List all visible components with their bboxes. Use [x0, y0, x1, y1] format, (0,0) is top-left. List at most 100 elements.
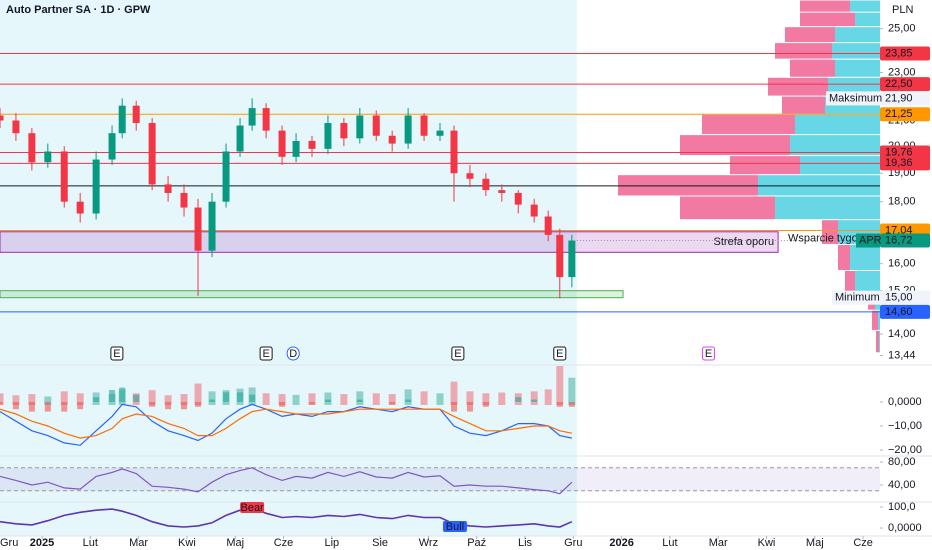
profile-up — [775, 196, 880, 220]
candle-body — [132, 105, 140, 124]
y-tick-label: 100,0 — [888, 501, 916, 513]
y-tick-label: 0,0000 — [888, 396, 922, 408]
profile-down — [872, 310, 878, 330]
x-tick-label: Lut — [662, 537, 677, 549]
price-label-box — [880, 91, 930, 106]
volume-bar — [324, 392, 332, 405]
x-tick-label: Cze — [274, 537, 294, 549]
volume-bar — [194, 383, 202, 405]
candle-body — [208, 201, 216, 251]
volume-bar — [76, 393, 84, 405]
profile-up — [879, 330, 880, 353]
volume-bar — [28, 394, 36, 405]
profile-down — [768, 77, 828, 96]
volume-bar — [404, 389, 412, 405]
event-box — [451, 346, 465, 361]
profile-down — [680, 135, 790, 156]
candle-body — [262, 108, 270, 131]
volume-bar — [498, 392, 506, 405]
macd-histogram — [515, 397, 522, 402]
profile-down — [838, 244, 850, 270]
main-layer — [0, 52, 880, 528]
signal-box — [442, 521, 467, 532]
event-box — [259, 346, 273, 361]
candle-body — [308, 140, 316, 149]
candle-body — [236, 125, 244, 152]
price-name: Maksimum — [829, 92, 882, 104]
macd-histogram — [77, 401, 84, 410]
volume-bar — [436, 393, 444, 405]
macd-histogram — [119, 387, 126, 402]
volume-bar — [568, 377, 576, 405]
candle-body — [12, 120, 20, 134]
macd-histogram — [61, 401, 68, 412]
macd-histogram — [93, 397, 100, 402]
price-label-box — [880, 107, 930, 122]
price-label-box — [880, 77, 930, 92]
candle-body — [278, 130, 286, 157]
profile-up — [835, 59, 880, 77]
oscillator-line — [0, 507, 573, 528]
macd-histogram — [466, 401, 473, 412]
profile-up — [790, 135, 880, 156]
macd-histogram — [451, 401, 458, 412]
candle-body — [148, 123, 156, 185]
profile-up — [850, 0, 880, 12]
y-tick-label: 0,0000 — [888, 522, 922, 534]
volume-bar — [372, 393, 380, 405]
volume-bar — [530, 391, 538, 405]
volume-bar — [450, 381, 458, 405]
profile-up — [800, 156, 880, 175]
profile-up — [832, 43, 880, 59]
macd-histogram — [133, 394, 140, 402]
profile-up — [828, 77, 880, 96]
volume-bar — [208, 391, 216, 405]
price-name-box — [856, 233, 880, 248]
price-label-box — [880, 290, 930, 305]
x-tick-label: Lut — [83, 537, 98, 549]
profile-down — [800, 12, 855, 27]
candle-body — [164, 184, 172, 193]
rsi-band — [0, 467, 880, 491]
macd-histogram — [165, 401, 172, 410]
rsi-line — [0, 467, 573, 495]
candle-body — [450, 130, 458, 174]
x-tick-label: Kwi — [178, 537, 196, 549]
y-tick-label: −20,00 — [888, 444, 922, 456]
volume-bar — [544, 389, 552, 405]
volume-bar — [292, 394, 300, 405]
price-name-box — [826, 91, 880, 106]
candle-body — [248, 108, 256, 126]
price-name: Minimum — [835, 292, 880, 304]
candle-body — [60, 151, 68, 202]
event-box — [702, 346, 716, 361]
candle-body — [514, 192, 522, 205]
y-tick-label: −10,00 — [888, 420, 922, 432]
profile-down — [876, 330, 879, 353]
macd-histogram — [568, 401, 575, 407]
event-label: E — [705, 348, 712, 360]
candle-body — [76, 201, 84, 214]
profile-up — [795, 114, 880, 135]
price-label-box — [880, 145, 930, 160]
candle-body — [92, 159, 100, 214]
profile-down — [845, 270, 855, 293]
signal-label: Bear — [240, 502, 264, 514]
candle-body — [436, 130, 444, 136]
macd-histogram — [309, 401, 316, 405]
profile-up — [835, 27, 880, 43]
currency-label: PLN — [892, 4, 913, 16]
candle-body — [28, 133, 36, 163]
price-name: APR — [859, 234, 882, 246]
profile-up — [855, 270, 880, 293]
x-tick-label: Paź — [467, 537, 486, 549]
macd-histogram — [279, 401, 286, 407]
x-tick-label: Mar — [709, 537, 728, 549]
y-tick-label: 40,00 — [888, 479, 916, 491]
candle-body — [292, 140, 300, 157]
x-tick-label: Maj — [806, 537, 824, 549]
profile-down — [702, 114, 795, 135]
event-label: E — [113, 348, 120, 360]
x-tick-label: Cze — [853, 537, 873, 549]
